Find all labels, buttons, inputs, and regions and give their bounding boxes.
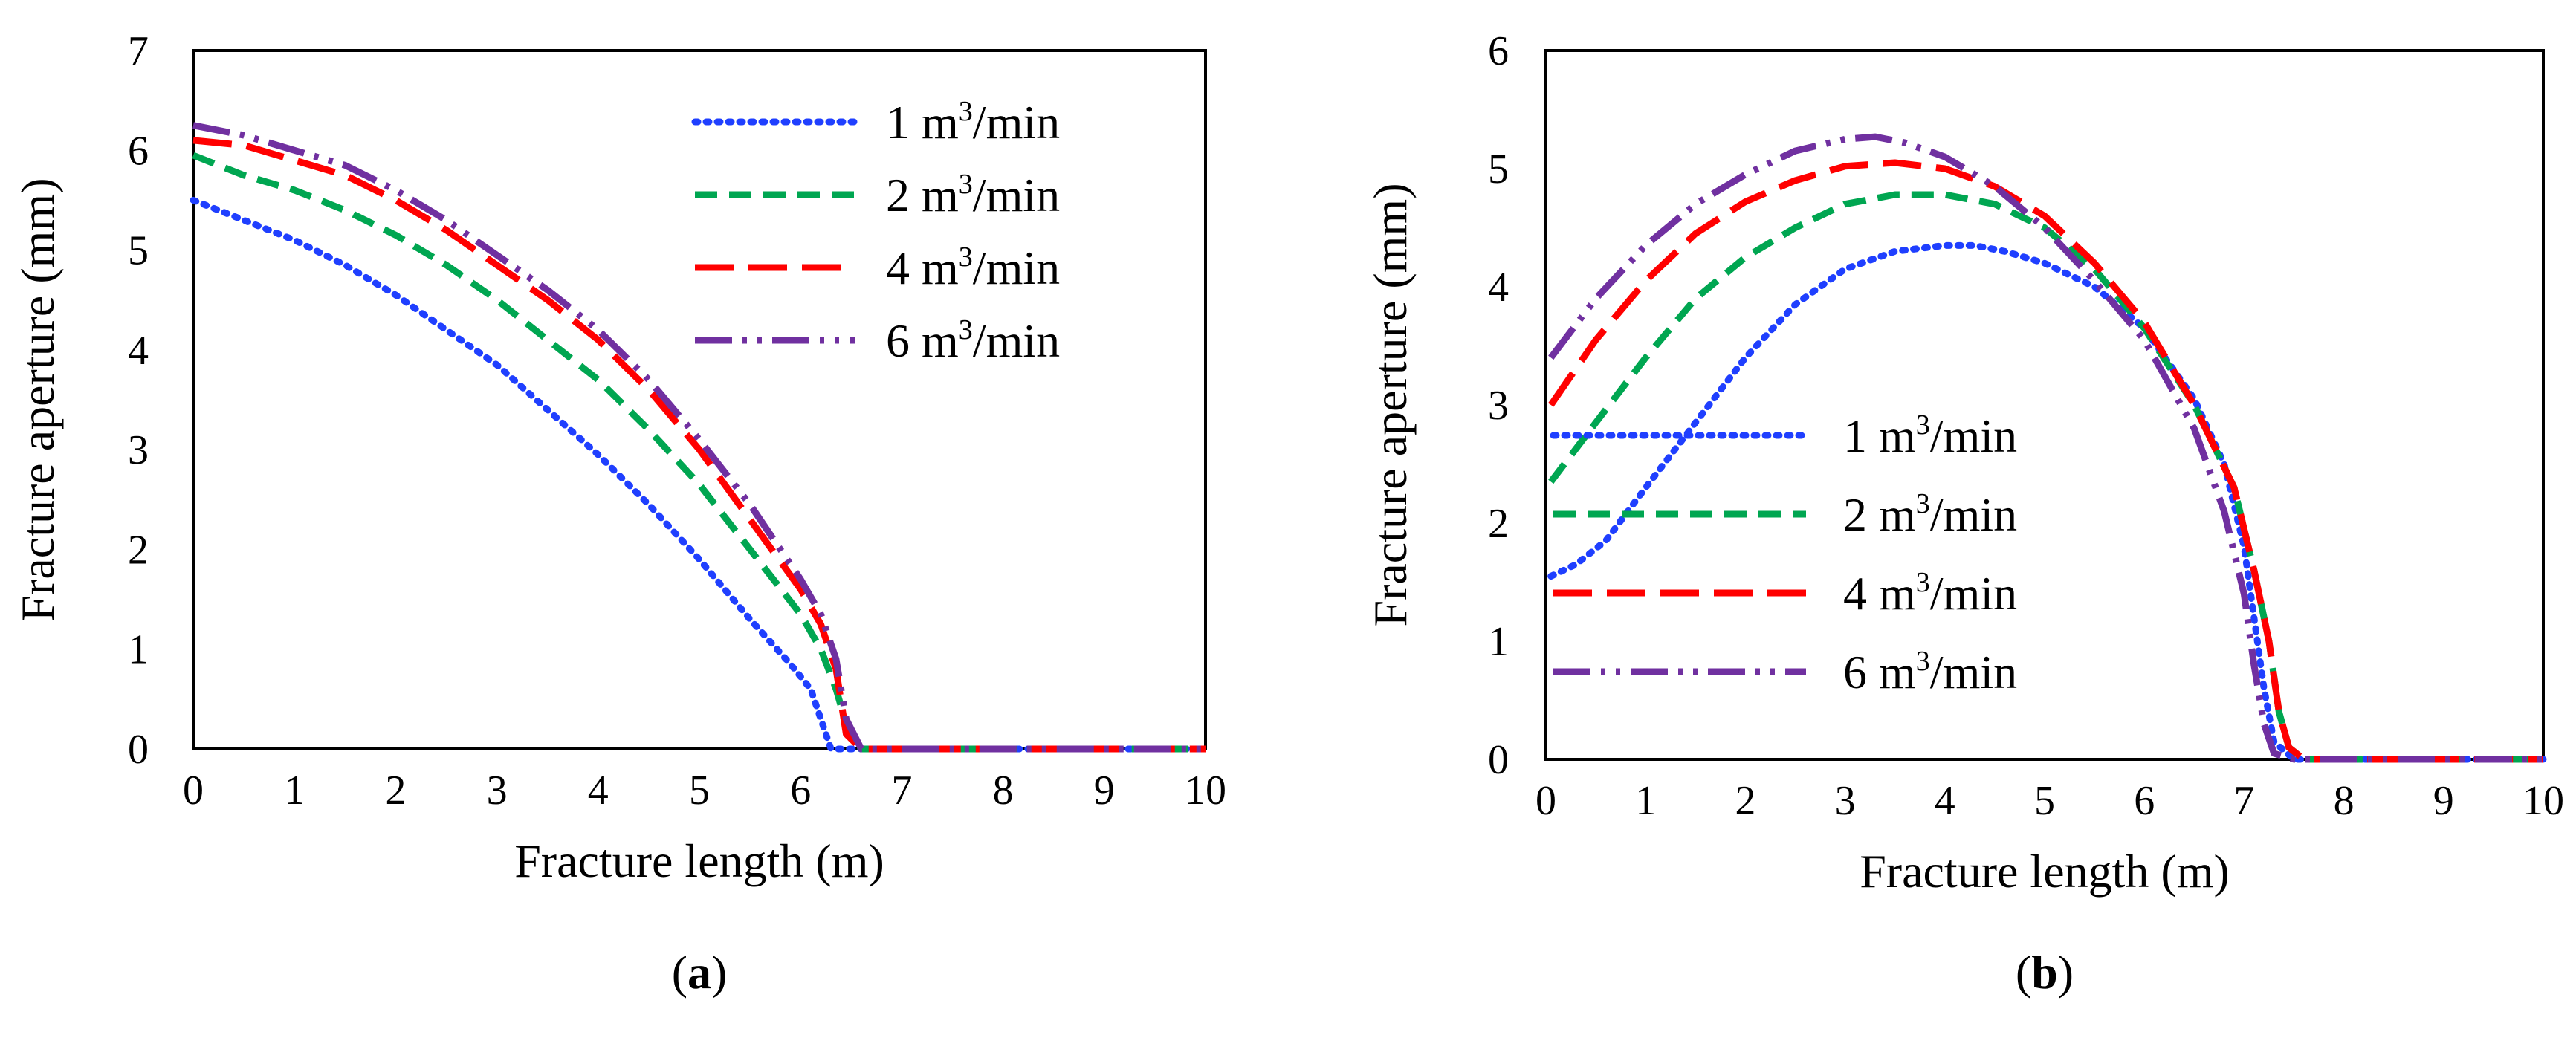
y-tick-label-a: 4 xyxy=(128,328,149,374)
panel-caption-b: (b) xyxy=(2016,946,2074,999)
x-tick-label-b: 2 xyxy=(1735,778,1755,824)
legend-b: 1 m3/min 2 m3/min 4 m3/min 6 m3/min xyxy=(1550,409,2017,698)
y-tick-label-b: 6 xyxy=(1488,28,1509,74)
x-tick-label-a: 8 xyxy=(993,768,1014,814)
series-line-b-2 xyxy=(1548,191,2543,763)
x-tick-label-b: 3 xyxy=(1835,778,1856,824)
x-tick-label-a: 5 xyxy=(689,768,710,814)
series-line-b-4 xyxy=(1548,133,2543,763)
y-tick-label-b: 1 xyxy=(1488,619,1509,665)
x-tick-label-a: 1 xyxy=(284,768,305,814)
legend-label-a-1: 1 m3/min xyxy=(886,96,1060,149)
panel-caption-a: (a) xyxy=(672,946,728,999)
y-tick-label-b: 5 xyxy=(1488,146,1509,192)
y-tick-label-b: 2 xyxy=(1488,501,1509,547)
legend-a: 1 m3/min 2 m3/min 4 m3/min 6 m3/min xyxy=(691,96,1060,367)
legend-label-b-3: 4 m3/min xyxy=(1843,567,2017,620)
y-tick-label-b: 4 xyxy=(1488,265,1509,311)
legend-label-b-1: 1 m3/min xyxy=(1843,409,2017,462)
x-tick-label-b: 10 xyxy=(2522,778,2564,824)
x-tick-label-a: 0 xyxy=(183,768,204,814)
legend-label-a-3: 4 m3/min xyxy=(886,241,1060,294)
x-tick-label-b: 8 xyxy=(2334,778,2355,824)
chart-panel-b: 0 1 2 3 4 5 6 7 8 9 10 0 1 2 3 4 5 6 Fracture length (m) Fr… xyxy=(1364,28,2564,999)
y-tick-label-a: 7 xyxy=(128,28,149,74)
x-tick-label-b: 9 xyxy=(2433,778,2454,824)
x-tick-label-a: 10 xyxy=(1185,768,1226,814)
legend-label-b-2: 2 m3/min xyxy=(1843,488,2017,541)
y-tick-label-a: 6 xyxy=(128,128,149,174)
x-tick-label-a: 3 xyxy=(487,768,508,814)
y-tick-label-a: 1 xyxy=(128,627,149,673)
x-tick-label-a: 6 xyxy=(790,768,811,814)
x-tick-label-b: 7 xyxy=(2233,778,2254,824)
y-tick-label-a: 2 xyxy=(128,527,149,573)
series-line-b-1 xyxy=(1547,241,2547,763)
legend-label-b-4: 6 m3/min xyxy=(1843,646,2017,698)
y-tick-label-a: 0 xyxy=(128,727,149,773)
x-tick-label-a: 4 xyxy=(588,768,609,814)
y-tick-label-a: 3 xyxy=(128,427,149,473)
y-axis-label-b: Fracture aperture (mm) xyxy=(1364,183,1417,626)
x-tick-label-b: 6 xyxy=(2134,778,2155,824)
x-tick-label-a: 2 xyxy=(385,768,406,814)
legend-label-a-2: 2 m3/min xyxy=(886,169,1060,221)
plot-frame-b xyxy=(1544,49,2545,761)
x-tick-label-b: 4 xyxy=(1935,778,1955,824)
y-tick-label-b: 0 xyxy=(1488,737,1509,783)
series-line-a-3 xyxy=(192,137,1206,753)
series-line-b-3 xyxy=(1547,159,2543,763)
y-tick-label-b: 3 xyxy=(1488,383,1509,429)
x-tick-label-b: 1 xyxy=(1635,778,1656,824)
x-tick-label-a: 7 xyxy=(891,768,912,814)
plot-frame-a xyxy=(192,49,1207,750)
x-tick-label-b: 5 xyxy=(2034,778,2055,824)
x-axis-label-b: Fracture length (m) xyxy=(1860,845,2230,898)
x-axis-label-a: Fracture length (m) xyxy=(514,834,884,887)
legend-label-a-4: 6 m3/min xyxy=(886,314,1060,367)
y-tick-label-a: 5 xyxy=(128,228,149,274)
y-axis-label-a: Fracture aperture (mm) xyxy=(11,178,64,621)
series-line-a-4 xyxy=(192,122,1206,753)
x-tick-label-a: 9 xyxy=(1094,768,1115,814)
x-tick-label-b: 0 xyxy=(1535,778,1556,824)
series-line-a-2 xyxy=(192,152,1206,753)
